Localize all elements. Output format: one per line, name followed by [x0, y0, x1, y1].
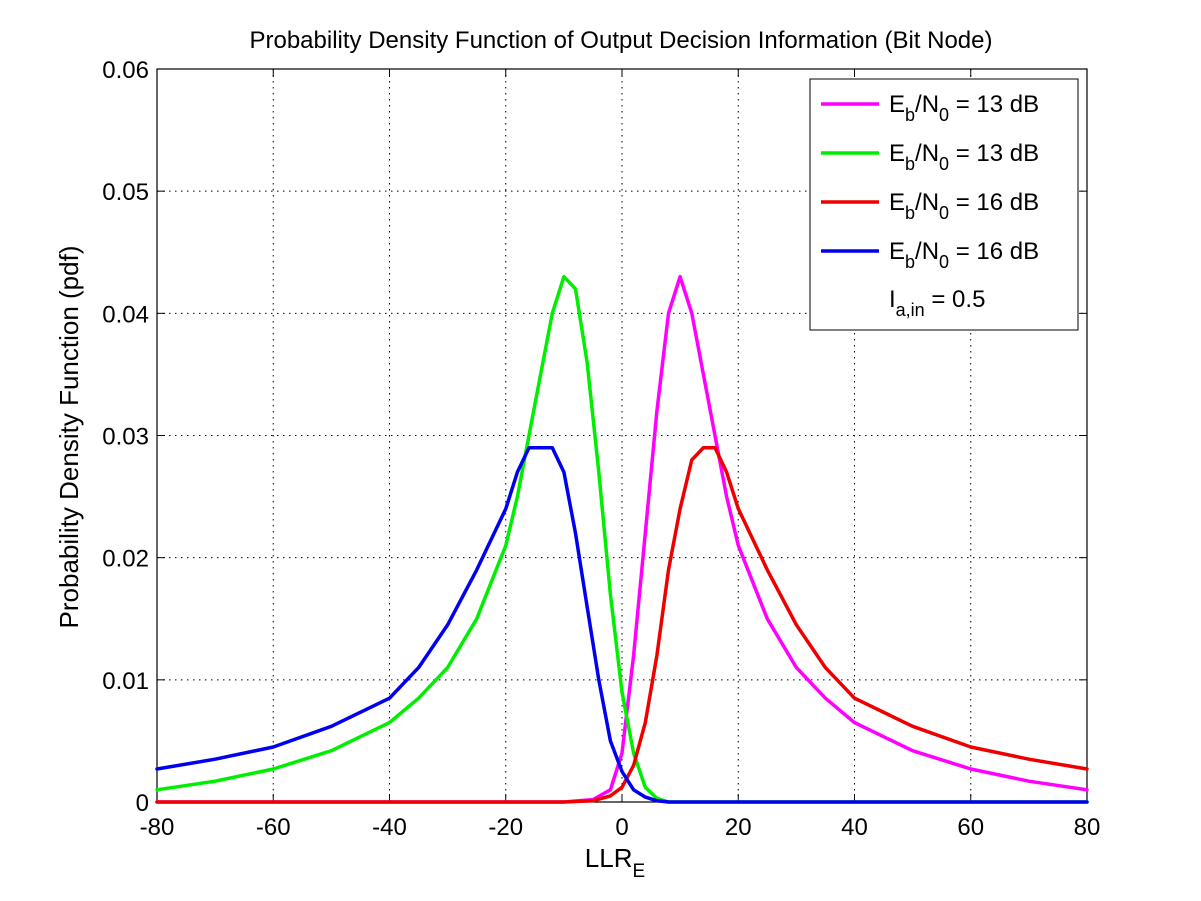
x-axis-label-main: LLR	[585, 843, 633, 873]
legend-box	[809, 78, 1079, 331]
legend-label-4: Eb/N0 = 16 dB	[889, 238, 1039, 272]
ticks-layer: -80 -60 -40 -20 0 20 40 60 80 0 0.01 0.02 0.03 0.04 0.…	[102, 57, 1100, 841]
x-tick-label: -80	[140, 814, 175, 841]
x-tick-label: 40	[841, 814, 868, 841]
y-tick-label: 0	[136, 790, 149, 817]
legend: Eb/N0 = 13 dB Eb/N0 = 13 dB Eb/N0 = 16 dB E…	[809, 78, 1079, 331]
legend-label-3: Eb/N0 = 16 dB	[889, 189, 1039, 223]
x-axis-label-subscript: E	[633, 861, 646, 882]
y-tick-label: 0.02	[102, 546, 149, 573]
series-line-3	[155, 445, 1089, 804]
legend-note-tail: = 0.5	[925, 286, 986, 313]
legend-note: Ia,in = 0.5	[889, 286, 985, 320]
y-tick-label: 0.04	[102, 301, 149, 328]
chart-title: Probability Density Function of Output D…	[249, 27, 992, 54]
y-tick-label: 0.06	[102, 57, 149, 84]
y-tick-label: 0.01	[102, 668, 149, 695]
legend-items: Eb/N0 = 13 dB Eb/N0 = 13 dB Eb/N0 = 16 dB E…	[821, 91, 1039, 272]
x-axis-label: LLRE	[585, 843, 645, 882]
x-tick-label: 60	[957, 814, 984, 841]
series-line-2	[155, 274, 1089, 804]
series-line-1	[155, 274, 1089, 804]
legend-label-1: Eb/N0 = 13 dB	[889, 91, 1039, 125]
legend-label-2: Eb/N0 = 13 dB	[889, 140, 1039, 174]
y-tick-label: 0.05	[102, 179, 149, 206]
y-axis-label: Probability Density Function (pdf)	[54, 246, 84, 629]
x-tick-label: 80	[1074, 814, 1101, 841]
x-tick-label: -20	[488, 814, 523, 841]
series-layer	[155, 274, 1089, 804]
x-tick-label: 0	[615, 814, 628, 841]
legend-note-subscript: a,in	[896, 300, 925, 320]
x-tick-label: 20	[725, 814, 752, 841]
x-tick-label: -40	[372, 814, 407, 841]
y-tick-label: 0.03	[102, 424, 149, 451]
series-line-4	[155, 445, 1089, 804]
x-tick-label: -60	[256, 814, 291, 841]
legend-note-main: I	[889, 286, 896, 313]
